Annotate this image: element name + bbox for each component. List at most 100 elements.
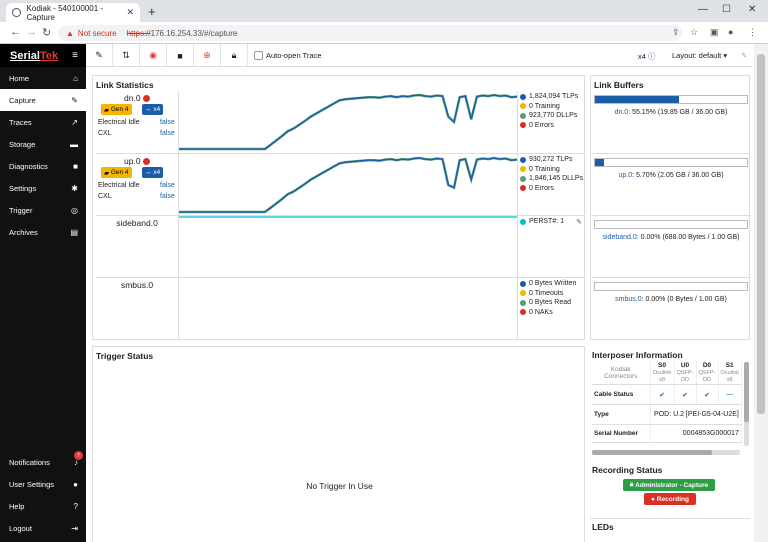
page-scrollbar[interactable] — [754, 44, 768, 542]
sidebar-item-traces[interactable]: Traces ↗ — [0, 111, 86, 133]
reload-icon[interactable]: ↻ — [42, 27, 52, 39]
legend-item: PERST#: 1 ✎ — [520, 217, 582, 227]
buffer-row-up0: up.0: 5.70% (2.05 GB / 36.00 GB) — [591, 153, 751, 215]
lock-icon: 🔒︎ — [231, 50, 237, 60]
recording-badge[interactable]: ● Recording — [644, 493, 696, 505]
url-scheme: https:// — [126, 28, 151, 38]
bookmark-star-icon[interactable]: ☆ — [690, 27, 699, 37]
pencil-icon[interactable]: ✎ — [576, 218, 582, 226]
sidebar-item-label: Notifications — [9, 457, 50, 467]
wrench-tool-button[interactable]: ✎ — [86, 44, 113, 67]
smbus0-legend: 0 Bytes Written 0 Timeouts 0 Bytes Read … — [520, 279, 576, 317]
interposer-panel: Interposer Information Kodiak Connectors… — [590, 346, 750, 456]
dash-icon: — — [718, 384, 742, 405]
security-label: Not secure — [77, 28, 117, 38]
profile-icon[interactable]: ● — [728, 27, 734, 37]
horizontal-scrollbar[interactable] — [592, 450, 740, 455]
column-sub: QSFP-DD — [676, 370, 694, 383]
sidebar-item-label: Home — [9, 73, 30, 83]
trigger-button[interactable]: ⊕ — [194, 44, 221, 67]
logo: Serial Tek ≡ — [0, 44, 86, 67]
sidebar-item-archives[interactable]: Archives ▤ — [0, 221, 86, 243]
browser-chrome: Kodiak - 540100001 - Capture ✕ + — ☐ ✕ ←… — [0, 0, 768, 44]
column-header: U0 QSFP-DD — [674, 361, 697, 385]
url-field[interactable]: ▲ Not secure https:// 176.16.254.33/#/ca… — [58, 25, 682, 41]
sidebar-item-home[interactable]: Home ⌂ — [0, 67, 86, 89]
tlp-dot-icon — [520, 93, 526, 100]
leds-panel: LEDs — [590, 518, 750, 542]
legend-item: 1,824,094 TLPs — [520, 92, 578, 102]
sidebar-item-capture[interactable]: Capture ✎ — [0, 89, 86, 111]
sidebar-item-trigger[interactable]: Trigger ◎ — [0, 199, 86, 221]
type-value: POD: U.2 [PEI-G5-04-U2E] — [650, 404, 742, 425]
sort-button[interactable]: ⇅ — [113, 44, 140, 67]
legend-text: 0 NAKs — [529, 308, 553, 316]
type-label: Type — [592, 404, 651, 425]
hamburger-icon[interactable]: ≡ — [72, 50, 78, 61]
legend-text: 0 Training — [529, 102, 560, 110]
capture-toolbar: ✎ ⇅ ◉ ■ ⊕ 🔒︎ Auto-open Trace x4 ⓘ Layout… — [86, 44, 752, 67]
arrows-icon: ↔ — [145, 106, 152, 113]
check-icon: ✔ — [674, 384, 697, 405]
sidebar-item-settings[interactable]: Settings ✱ — [0, 177, 86, 199]
maximize-icon[interactable]: ☐ — [722, 4, 731, 15]
page-scrollbar-thumb[interactable] — [757, 54, 765, 414]
tab-title: Kodiak - 540100001 - Capture — [26, 3, 104, 22]
legend-item: 0 Bytes Written — [520, 279, 576, 289]
edit-icon[interactable]: ✎ — [741, 51, 748, 60]
close-tab-icon[interactable]: ✕ — [126, 7, 134, 17]
column-header: S1 Oculink x8 — [718, 361, 742, 385]
legend-item: 0 Bytes Read — [520, 298, 576, 308]
buffer-value: : 0.00% (0 Bytes / 1.00 GB) — [641, 296, 727, 303]
sidebar-item-diagnostics[interactable]: Diagnostics ■ — [0, 155, 86, 177]
close-window-icon[interactable]: ✕ — [748, 4, 757, 15]
drive-icon: ▬ — [70, 139, 78, 149]
browser-tab[interactable]: Kodiak - 540100001 - Capture ✕ — [6, 3, 140, 22]
new-tab-icon[interactable]: + — [148, 4, 156, 19]
administrator-badge[interactable]: 🔒︎ Administrator - Capture — [623, 479, 715, 491]
sidepanel-icon[interactable]: ▣ — [710, 27, 719, 37]
sidebar-item-logout[interactable]: Logout ⇥ — [0, 517, 86, 539]
sidebar-item-help[interactable]: Help? — [0, 495, 86, 517]
forward-icon[interactable]: → — [26, 26, 37, 38]
lock-button[interactable]: 🔒︎ — [221, 44, 248, 67]
scrollbar-thumb[interactable] — [744, 362, 749, 422]
scrollbar-thumb[interactable] — [592, 450, 712, 455]
menu-dots-icon[interactable]: ⋮ — [748, 27, 757, 37]
cxl-value: false — [160, 193, 175, 200]
share-icon[interactable]: ⇪ — [672, 27, 680, 37]
sidebar-item-storage[interactable]: Storage ▬ — [0, 133, 86, 155]
layout-dropdown[interactable]: Layout: default ▾ — [672, 51, 727, 60]
wrench-icon: ✎ — [71, 95, 78, 105]
legend-text: PERST#: 1 — [529, 218, 565, 226]
dllp-dot-icon — [520, 175, 526, 182]
sidebar-item-label: Archives — [9, 227, 38, 237]
sidebar-item-user-settings[interactable]: User Settings ● — [0, 473, 86, 495]
auto-open-label: Auto-open Trace — [266, 51, 322, 60]
link-row-smbus0: smbus.0 0 Bytes Written 0 Timeouts 0 Byt… — [96, 277, 584, 340]
buffer-text: sideband.0: 0.00% (688.00 Bytes / 1.00 G… — [591, 234, 751, 241]
caret-down-icon: ▾ — [723, 51, 728, 60]
legend-text: 0 Bytes Read — [529, 299, 572, 307]
legend-text: 0 Training — [529, 165, 560, 173]
sidebar-item-label: Diagnostics — [9, 161, 48, 171]
lanes-indicator[interactable]: x4 ⓘ — [638, 51, 656, 62]
lanes-badge: ↔ x4 — [142, 104, 164, 115]
logo-tek: Tek — [39, 49, 59, 62]
electrical-idle-label: Electrical Idle — [98, 182, 140, 189]
vertical-scrollbar[interactable] — [744, 362, 749, 446]
stop-button[interactable]: ■ — [167, 44, 194, 67]
link-statistics-panel: Link Statistics dn.0 ▰ Gen 4 ↔ x4 Electr… — [92, 75, 585, 340]
layout-label: Layout: default — [672, 51, 722, 60]
back-icon[interactable]: ← — [10, 26, 21, 38]
auto-open-checkbox[interactable] — [254, 51, 263, 60]
electrical-idle-value: false — [160, 119, 175, 126]
minimize-icon[interactable]: — — [698, 4, 708, 15]
trigger-message: No Trigger In Use — [306, 481, 373, 491]
link-row-up0: up.0 ▰ Gen 4 ↔ x4 Electrical Idle false … — [96, 153, 584, 216]
record-button[interactable]: ◉ — [140, 44, 167, 67]
sidebar-item-notifications[interactable]: Notifications ♪ 7 — [0, 451, 86, 473]
lanes-badge: ↔ x4 — [142, 167, 164, 178]
tlp-dot-icon — [520, 156, 526, 163]
up0-legend: 930,272 TLPs 0 Training 1,846,145 DLLPs … — [520, 155, 583, 193]
